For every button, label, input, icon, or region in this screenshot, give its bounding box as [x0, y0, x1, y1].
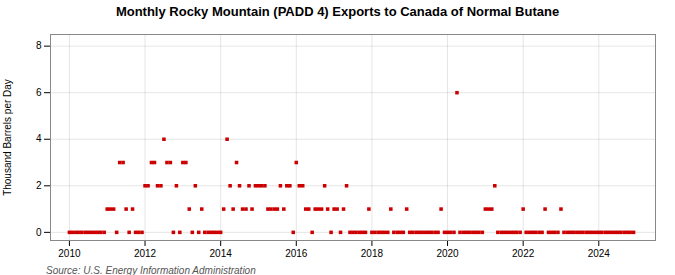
svg-text:2016: 2016: [285, 248, 308, 259]
html-text:Source: U.S. Energy Informatio: Source: U.S. Energy Information Administ…: [46, 265, 256, 275]
svg-text:2024: 2024: [588, 248, 611, 259]
svg-text:2012: 2012: [134, 248, 157, 259]
svg-text:0: 0: [36, 227, 42, 238]
html-text:Monthly Rocky Mountain (PADD 4: Monthly Rocky Mountain (PADD 4) Exports …: [115, 4, 560, 19]
svg-text:2010: 2010: [58, 248, 81, 259]
svg-text:2014: 2014: [210, 248, 233, 259]
svg-text:Thousand Barrels per Day: Thousand Barrels per Day: [2, 79, 13, 196]
svg-text:2: 2: [36, 180, 42, 191]
svg-text:2018: 2018: [361, 248, 384, 259]
svg-text:8: 8: [36, 40, 42, 51]
svg-text:2020: 2020: [436, 248, 459, 259]
svg-text:4: 4: [36, 133, 42, 144]
svg-text:2022: 2022: [512, 248, 535, 259]
svg-text:6: 6: [36, 87, 42, 98]
